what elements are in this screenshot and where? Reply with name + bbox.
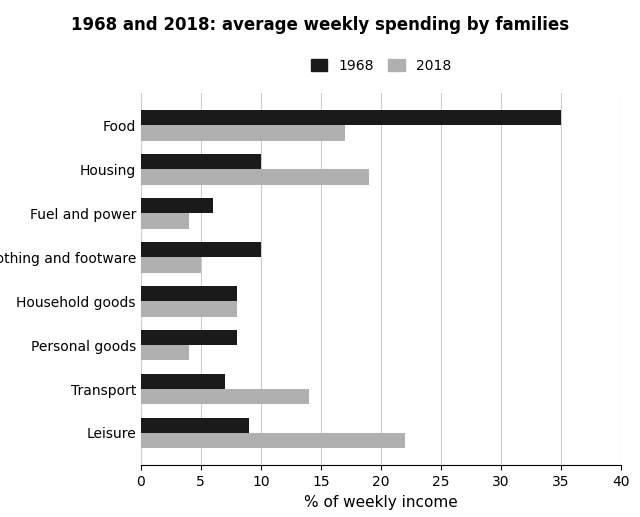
Bar <box>141 257 201 272</box>
Bar <box>141 374 225 389</box>
Bar <box>141 125 345 141</box>
X-axis label: % of weekly income: % of weekly income <box>304 495 458 510</box>
Bar <box>141 301 237 316</box>
Bar <box>141 154 261 169</box>
Bar <box>141 169 369 185</box>
Bar <box>141 345 189 360</box>
Legend: 1968, 2018: 1968, 2018 <box>304 52 458 80</box>
Bar <box>141 242 261 257</box>
Bar <box>141 213 189 229</box>
Bar <box>141 389 309 404</box>
Bar <box>141 330 237 345</box>
Bar <box>141 418 249 433</box>
Text: 1968 and 2018: average weekly spending by families: 1968 and 2018: average weekly spending b… <box>71 16 569 34</box>
Bar <box>141 286 237 301</box>
Bar <box>141 198 212 213</box>
Bar <box>141 110 561 125</box>
Bar <box>141 433 405 448</box>
